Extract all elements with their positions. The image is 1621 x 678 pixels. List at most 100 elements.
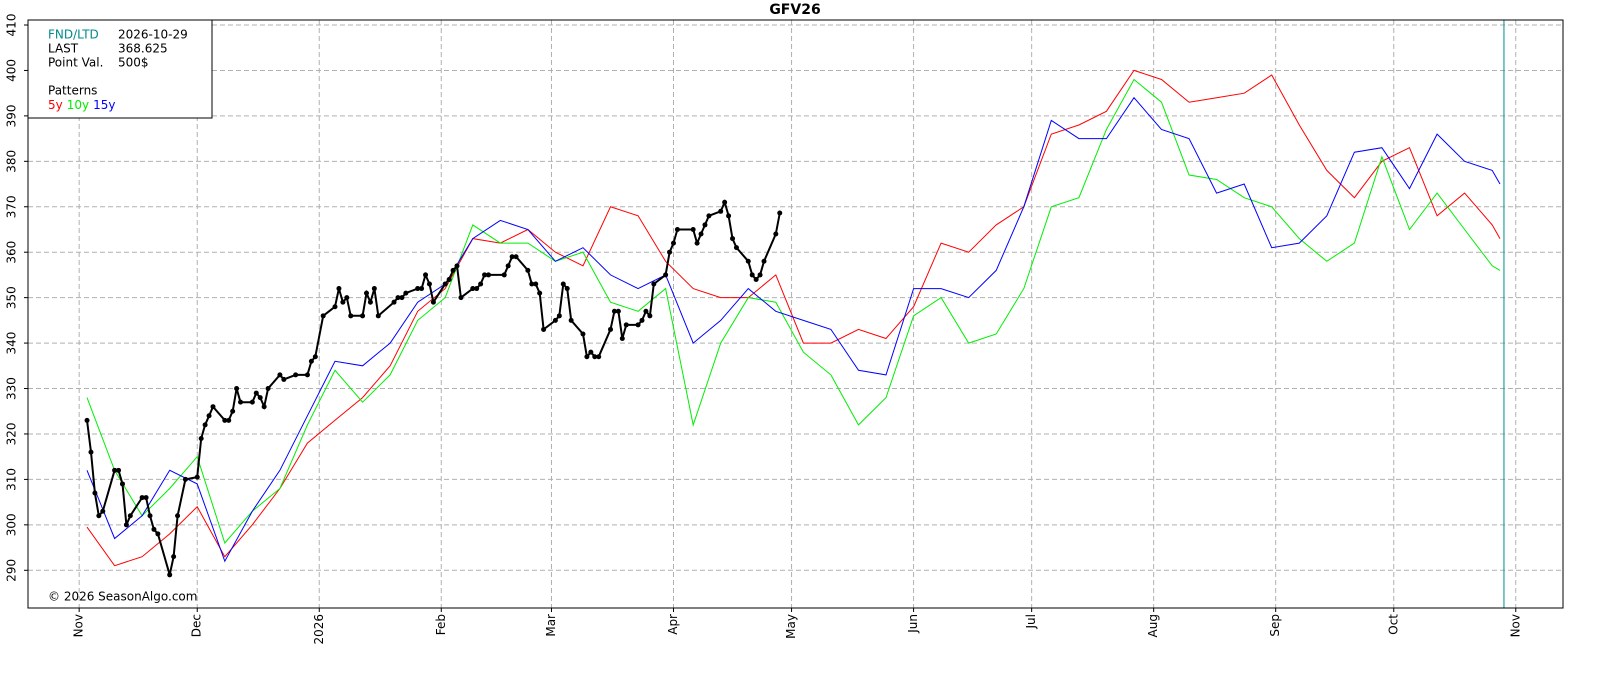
point bbox=[281, 376, 287, 382]
point bbox=[230, 408, 236, 414]
point bbox=[147, 513, 153, 519]
point bbox=[478, 281, 484, 287]
legend: 5y 10y 15y bbox=[48, 98, 116, 112]
point bbox=[226, 417, 232, 423]
point bbox=[344, 295, 350, 301]
y-tick-label: 380 bbox=[5, 150, 19, 173]
point bbox=[320, 313, 326, 319]
point bbox=[611, 308, 617, 314]
point bbox=[419, 286, 425, 292]
point bbox=[399, 295, 405, 301]
point bbox=[619, 336, 625, 342]
plot bbox=[84, 20, 1505, 608]
x-tick-label: Feb bbox=[434, 614, 448, 635]
point bbox=[249, 399, 255, 405]
x-tick-label: Mar bbox=[544, 614, 558, 637]
point bbox=[415, 286, 421, 292]
point bbox=[265, 386, 271, 392]
point bbox=[560, 281, 566, 287]
point bbox=[206, 413, 212, 419]
point bbox=[694, 240, 700, 246]
point bbox=[171, 554, 177, 560]
y-tick-label: 370 bbox=[5, 195, 19, 218]
point bbox=[537, 290, 543, 296]
point bbox=[210, 404, 216, 410]
point bbox=[340, 299, 346, 305]
point bbox=[529, 281, 535, 287]
point bbox=[777, 210, 783, 216]
point bbox=[513, 254, 519, 260]
point bbox=[722, 199, 728, 205]
point bbox=[670, 240, 676, 246]
point bbox=[690, 226, 696, 232]
x-tick-label: Jun bbox=[906, 614, 920, 634]
x-tick-label: May bbox=[784, 614, 798, 639]
point bbox=[533, 281, 539, 287]
x-tick-label: Jul bbox=[1024, 614, 1038, 629]
y-tick-label: 300 bbox=[5, 513, 19, 536]
point bbox=[749, 272, 755, 278]
point bbox=[198, 436, 204, 442]
point bbox=[474, 286, 480, 292]
point bbox=[304, 372, 310, 378]
point bbox=[761, 258, 767, 264]
point bbox=[375, 313, 381, 319]
point bbox=[592, 354, 598, 360]
point bbox=[588, 349, 594, 355]
point bbox=[698, 231, 704, 237]
point bbox=[458, 295, 464, 301]
point bbox=[253, 390, 259, 396]
point bbox=[127, 513, 133, 519]
point bbox=[745, 258, 751, 264]
point bbox=[608, 326, 614, 332]
point bbox=[403, 290, 409, 296]
point bbox=[643, 308, 649, 314]
point bbox=[293, 372, 299, 378]
point bbox=[312, 354, 318, 360]
y-tick-label: 390 bbox=[5, 104, 19, 127]
point-label: Point Val. bbox=[48, 56, 103, 70]
point bbox=[367, 299, 373, 305]
x-tick-label: Aug bbox=[1146, 614, 1160, 637]
x-tick-label: 2026 bbox=[312, 614, 326, 645]
legend-entry: 5y bbox=[48, 98, 63, 112]
point bbox=[96, 513, 102, 519]
y-tick-label: 350 bbox=[5, 286, 19, 309]
point bbox=[360, 313, 366, 319]
info-frame bbox=[27, 19, 213, 119]
point bbox=[446, 276, 452, 282]
point bbox=[552, 317, 558, 323]
point bbox=[112, 467, 118, 473]
chart-title: GFV26 bbox=[769, 2, 820, 18]
point bbox=[88, 449, 94, 455]
point bbox=[194, 474, 200, 480]
point bbox=[509, 254, 515, 260]
point bbox=[442, 281, 448, 287]
point bbox=[580, 331, 586, 337]
point bbox=[702, 222, 708, 228]
point bbox=[753, 276, 759, 282]
point bbox=[100, 508, 106, 514]
series-line bbox=[86, 199, 781, 576]
x-tick-label: Nov bbox=[72, 614, 86, 637]
y-tick-label: 290 bbox=[5, 559, 19, 582]
point bbox=[336, 286, 342, 292]
point bbox=[423, 272, 429, 278]
point bbox=[139, 495, 145, 501]
point bbox=[733, 245, 739, 251]
point bbox=[257, 395, 263, 401]
series-line bbox=[86, 69, 1501, 567]
point-value: 500$ bbox=[118, 56, 149, 70]
point bbox=[667, 249, 673, 255]
point bbox=[584, 354, 590, 360]
y-tick-label: 400 bbox=[5, 59, 19, 82]
point bbox=[757, 272, 763, 278]
point bbox=[332, 304, 338, 310]
point bbox=[726, 213, 732, 219]
point bbox=[647, 313, 653, 319]
point bbox=[525, 267, 531, 273]
point bbox=[222, 417, 228, 423]
point bbox=[151, 526, 157, 532]
point bbox=[84, 417, 90, 423]
point bbox=[615, 308, 621, 314]
